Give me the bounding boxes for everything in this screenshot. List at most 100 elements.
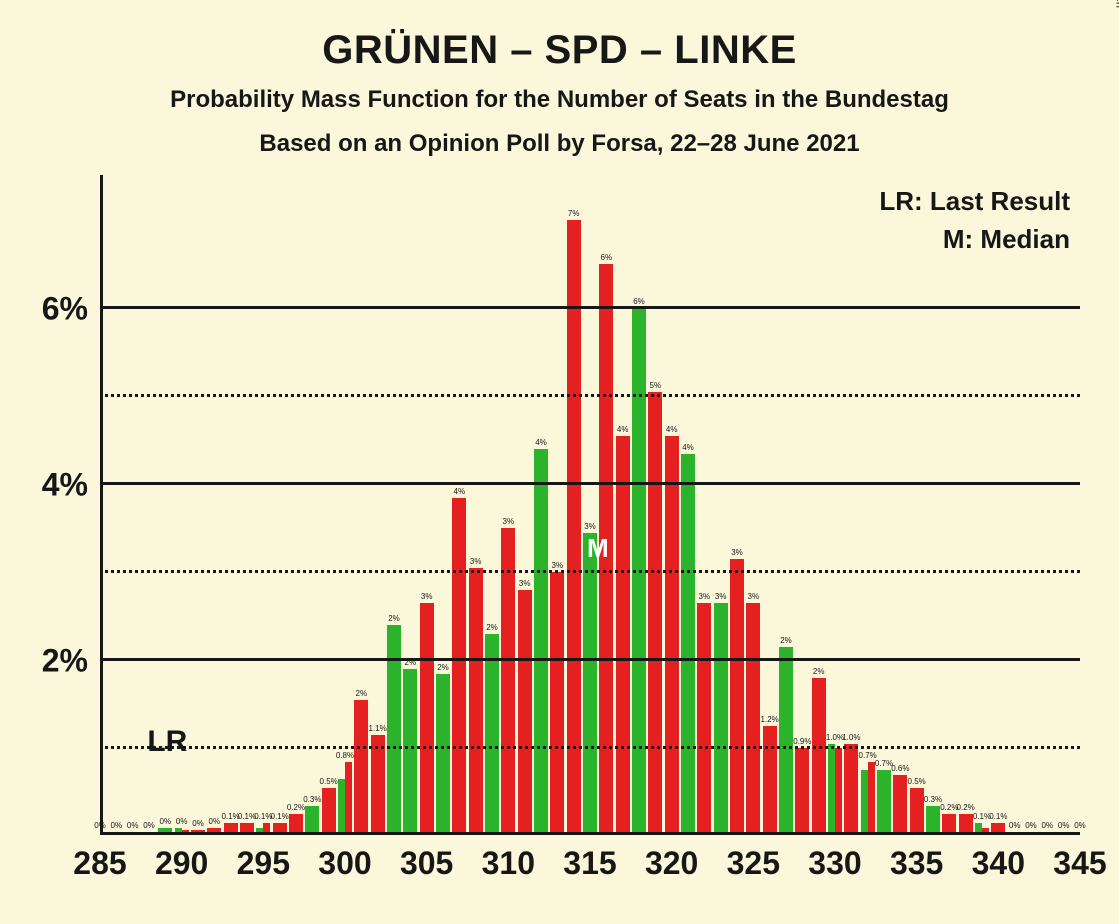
bar-minority [982, 828, 989, 832]
bar-value-label: 6% [592, 254, 620, 262]
bar-majority [583, 533, 597, 832]
bar-majority [975, 823, 982, 832]
x-tick-label: 305 [400, 845, 453, 882]
x-tick-label: 285 [73, 845, 126, 882]
bar-majority [714, 603, 728, 832]
bar-minority [665, 436, 679, 832]
bar-majority [403, 669, 417, 832]
chart-subtitle-1: Probability Mass Function for the Number… [0, 86, 1119, 114]
marker-median: M [587, 533, 609, 564]
gridline-major: 6% [100, 306, 1080, 309]
copyright-text: © 2021 Filip van Laenen [1113, 0, 1119, 8]
bar-value-label: 4% [658, 426, 686, 434]
bar-minority [182, 830, 189, 832]
bar-minority [812, 678, 826, 832]
bar-majority [436, 674, 450, 832]
bar-majority [681, 454, 695, 832]
bar-minority [322, 788, 336, 832]
bar-minority [648, 392, 662, 832]
bar-value-label: 4% [445, 488, 473, 496]
bar-majority [175, 828, 182, 832]
x-tick-label: 315 [563, 845, 616, 882]
bar-minority [795, 748, 809, 832]
bar-value-label: 0.1% [984, 813, 1012, 821]
bar-minority [354, 700, 368, 832]
bar-value-label: 2% [805, 668, 833, 676]
bar-minority [501, 528, 515, 832]
bar-minority [371, 735, 385, 832]
bar-minority [697, 603, 711, 832]
bar-minority [240, 823, 254, 832]
bar-majority [338, 779, 345, 832]
bar-value-label: 2% [380, 615, 408, 623]
bar-value-label: 7% [560, 210, 588, 218]
x-axis-line [100, 832, 1080, 835]
bar-minority [835, 748, 842, 832]
marker-last-result: LR [147, 725, 187, 759]
bar-minority [345, 762, 352, 832]
x-tick-label: 320 [645, 845, 698, 882]
bar-value-label: 3% [723, 549, 751, 557]
bar-minority [289, 814, 303, 832]
x-tick-label: 345 [1053, 845, 1106, 882]
bar-value-label: 0.5% [903, 778, 931, 786]
bar-minority [518, 590, 532, 832]
bar-value-label: 4% [674, 444, 702, 452]
bar-majority [158, 828, 172, 832]
bar-value-label: 3% [494, 518, 522, 526]
bar-value-label: 2% [772, 637, 800, 645]
bar-minority [616, 436, 630, 832]
bar-majority [256, 828, 263, 832]
bar-value-label: 2% [347, 690, 375, 698]
bar-value-label: 1.0% [837, 734, 865, 742]
gridline-minor [100, 746, 1080, 749]
bar-minority [207, 828, 221, 832]
gridline-major: 4% [100, 482, 1080, 485]
bar-value-label: 3% [739, 593, 767, 601]
x-tick-label: 290 [155, 845, 208, 882]
gridline-minor [100, 394, 1080, 397]
x-tick-label: 335 [890, 845, 943, 882]
bar-majority [387, 625, 401, 832]
bar-value-label: 5% [641, 382, 669, 390]
bar-majority [485, 634, 499, 832]
bar-minority [263, 823, 270, 832]
x-tick-label: 325 [727, 845, 780, 882]
x-tick-label: 300 [318, 845, 371, 882]
bar-value-label: 0.3% [919, 796, 947, 804]
y-tick-label: 6% [42, 291, 88, 328]
bar-minority [452, 498, 466, 832]
x-tick-label: 310 [482, 845, 535, 882]
plot-area: LR: Last Result M: Median 0%0%0%0%0%0%0%… [100, 175, 1080, 835]
x-tick-label: 295 [237, 845, 290, 882]
bar-minority [224, 823, 238, 832]
y-tick-label: 4% [42, 467, 88, 504]
bar-value-label: 0.2% [952, 804, 980, 812]
bar-majority [305, 806, 319, 832]
bar-majority [534, 449, 548, 832]
bars-layer: 0%0%0%0%0%0%0%0%0.1%0.1%0.1%0.1%0.2%0.3%… [100, 175, 1080, 832]
bar-majority [861, 770, 868, 832]
bar-value-label: 0.7% [854, 752, 882, 760]
bar-minority [942, 814, 956, 832]
bar-majority [877, 770, 891, 832]
x-axis-labels: 285290295300305310315320325330335340345 [100, 845, 1080, 895]
bar-minority [469, 568, 483, 832]
chart-title: GRÜNEN – SPD – LINKE [0, 28, 1119, 73]
bar-minority [763, 726, 777, 832]
bar-value-label: 3% [462, 558, 490, 566]
x-tick-label: 330 [808, 845, 861, 882]
gridline-major: 2% [100, 658, 1080, 661]
bar-minority [868, 762, 875, 832]
y-tick-label: 2% [42, 643, 88, 680]
gridline-minor [100, 570, 1080, 573]
bar-minority [420, 603, 434, 832]
bar-majority [828, 744, 835, 832]
bar-value-label: 0% [1066, 822, 1094, 830]
bar-minority [910, 788, 924, 832]
bar-value-label: 3% [413, 593, 441, 601]
bar-value-label: 4% [527, 439, 555, 447]
chart-subtitle-2: Based on an Opinion Poll by Forsa, 22–28… [0, 130, 1119, 158]
bar-minority [550, 572, 564, 832]
x-tick-label: 340 [972, 845, 1025, 882]
